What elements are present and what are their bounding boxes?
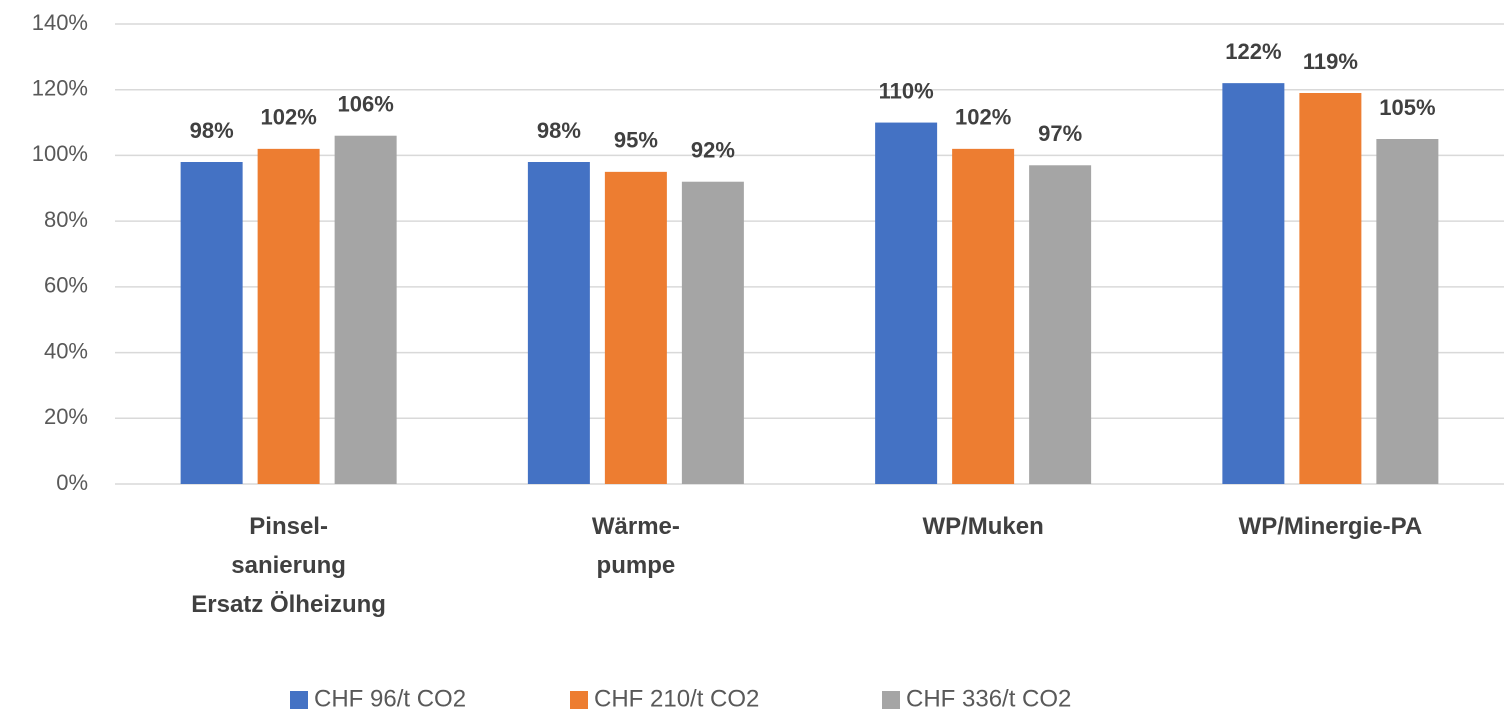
y-tick-label: 100% xyxy=(32,141,88,166)
bar xyxy=(1376,139,1439,484)
data-label: 119% xyxy=(1303,49,1358,74)
data-label: 102% xyxy=(260,105,316,130)
bar xyxy=(257,148,320,484)
data-label: 98% xyxy=(537,118,581,143)
y-tick-label: 40% xyxy=(44,338,88,363)
data-label: 95% xyxy=(614,128,658,153)
legend-swatch xyxy=(570,691,588,709)
x-tick-label: WP/Minergie-PA xyxy=(1239,513,1423,540)
y-tick-label: 20% xyxy=(44,404,88,429)
legend-label: CHF 96/t CO2 xyxy=(314,685,466,712)
data-label: 110% xyxy=(879,78,934,103)
bar xyxy=(1222,83,1285,485)
data-label: 98% xyxy=(190,118,234,143)
data-label: 106% xyxy=(337,92,393,117)
y-tick-label: 60% xyxy=(44,273,88,298)
data-label: 97% xyxy=(1038,121,1082,146)
bar xyxy=(334,135,397,484)
bar xyxy=(681,181,744,484)
bar xyxy=(875,122,938,485)
legend-label: CHF 336/t CO2 xyxy=(906,685,1071,712)
x-tick-label: WP/Muken xyxy=(922,513,1043,540)
bar xyxy=(604,171,667,484)
y-tick-label: 0% xyxy=(56,470,88,495)
x-tick-label-line: WP/Minergie-PA xyxy=(1239,513,1423,540)
data-label: 92% xyxy=(691,138,735,163)
bar xyxy=(180,162,243,484)
data-label: 105% xyxy=(1379,95,1435,120)
legend-label: CHF 210/t CO2 xyxy=(594,685,759,712)
x-tick-label-line: pumpe xyxy=(597,552,676,579)
data-label: 122% xyxy=(1225,39,1281,64)
y-tick-label: 140% xyxy=(32,10,88,35)
y-tick-label: 120% xyxy=(32,76,88,101)
legend-swatch xyxy=(290,691,308,709)
bar xyxy=(527,162,590,484)
x-tick-label-line: Ersatz Ölheizung xyxy=(191,591,386,618)
x-tick-label: Wärme-pumpe xyxy=(592,513,680,579)
x-tick-label-line: Pinsel- xyxy=(249,513,328,540)
x-tick-label-line: WP/Muken xyxy=(922,513,1043,540)
x-tick-label: Pinsel-sanierung Ersatz Ölheizung xyxy=(191,513,386,618)
bar xyxy=(1029,165,1092,485)
data-label: 102% xyxy=(955,105,1011,130)
x-tick-label-line: sanierung xyxy=(231,552,346,579)
y-tick-label: 80% xyxy=(44,207,88,232)
x-tick-label-line: Wärme- xyxy=(592,513,680,540)
bar xyxy=(1299,93,1362,484)
legend-swatch xyxy=(882,691,900,709)
bar xyxy=(952,148,1015,484)
